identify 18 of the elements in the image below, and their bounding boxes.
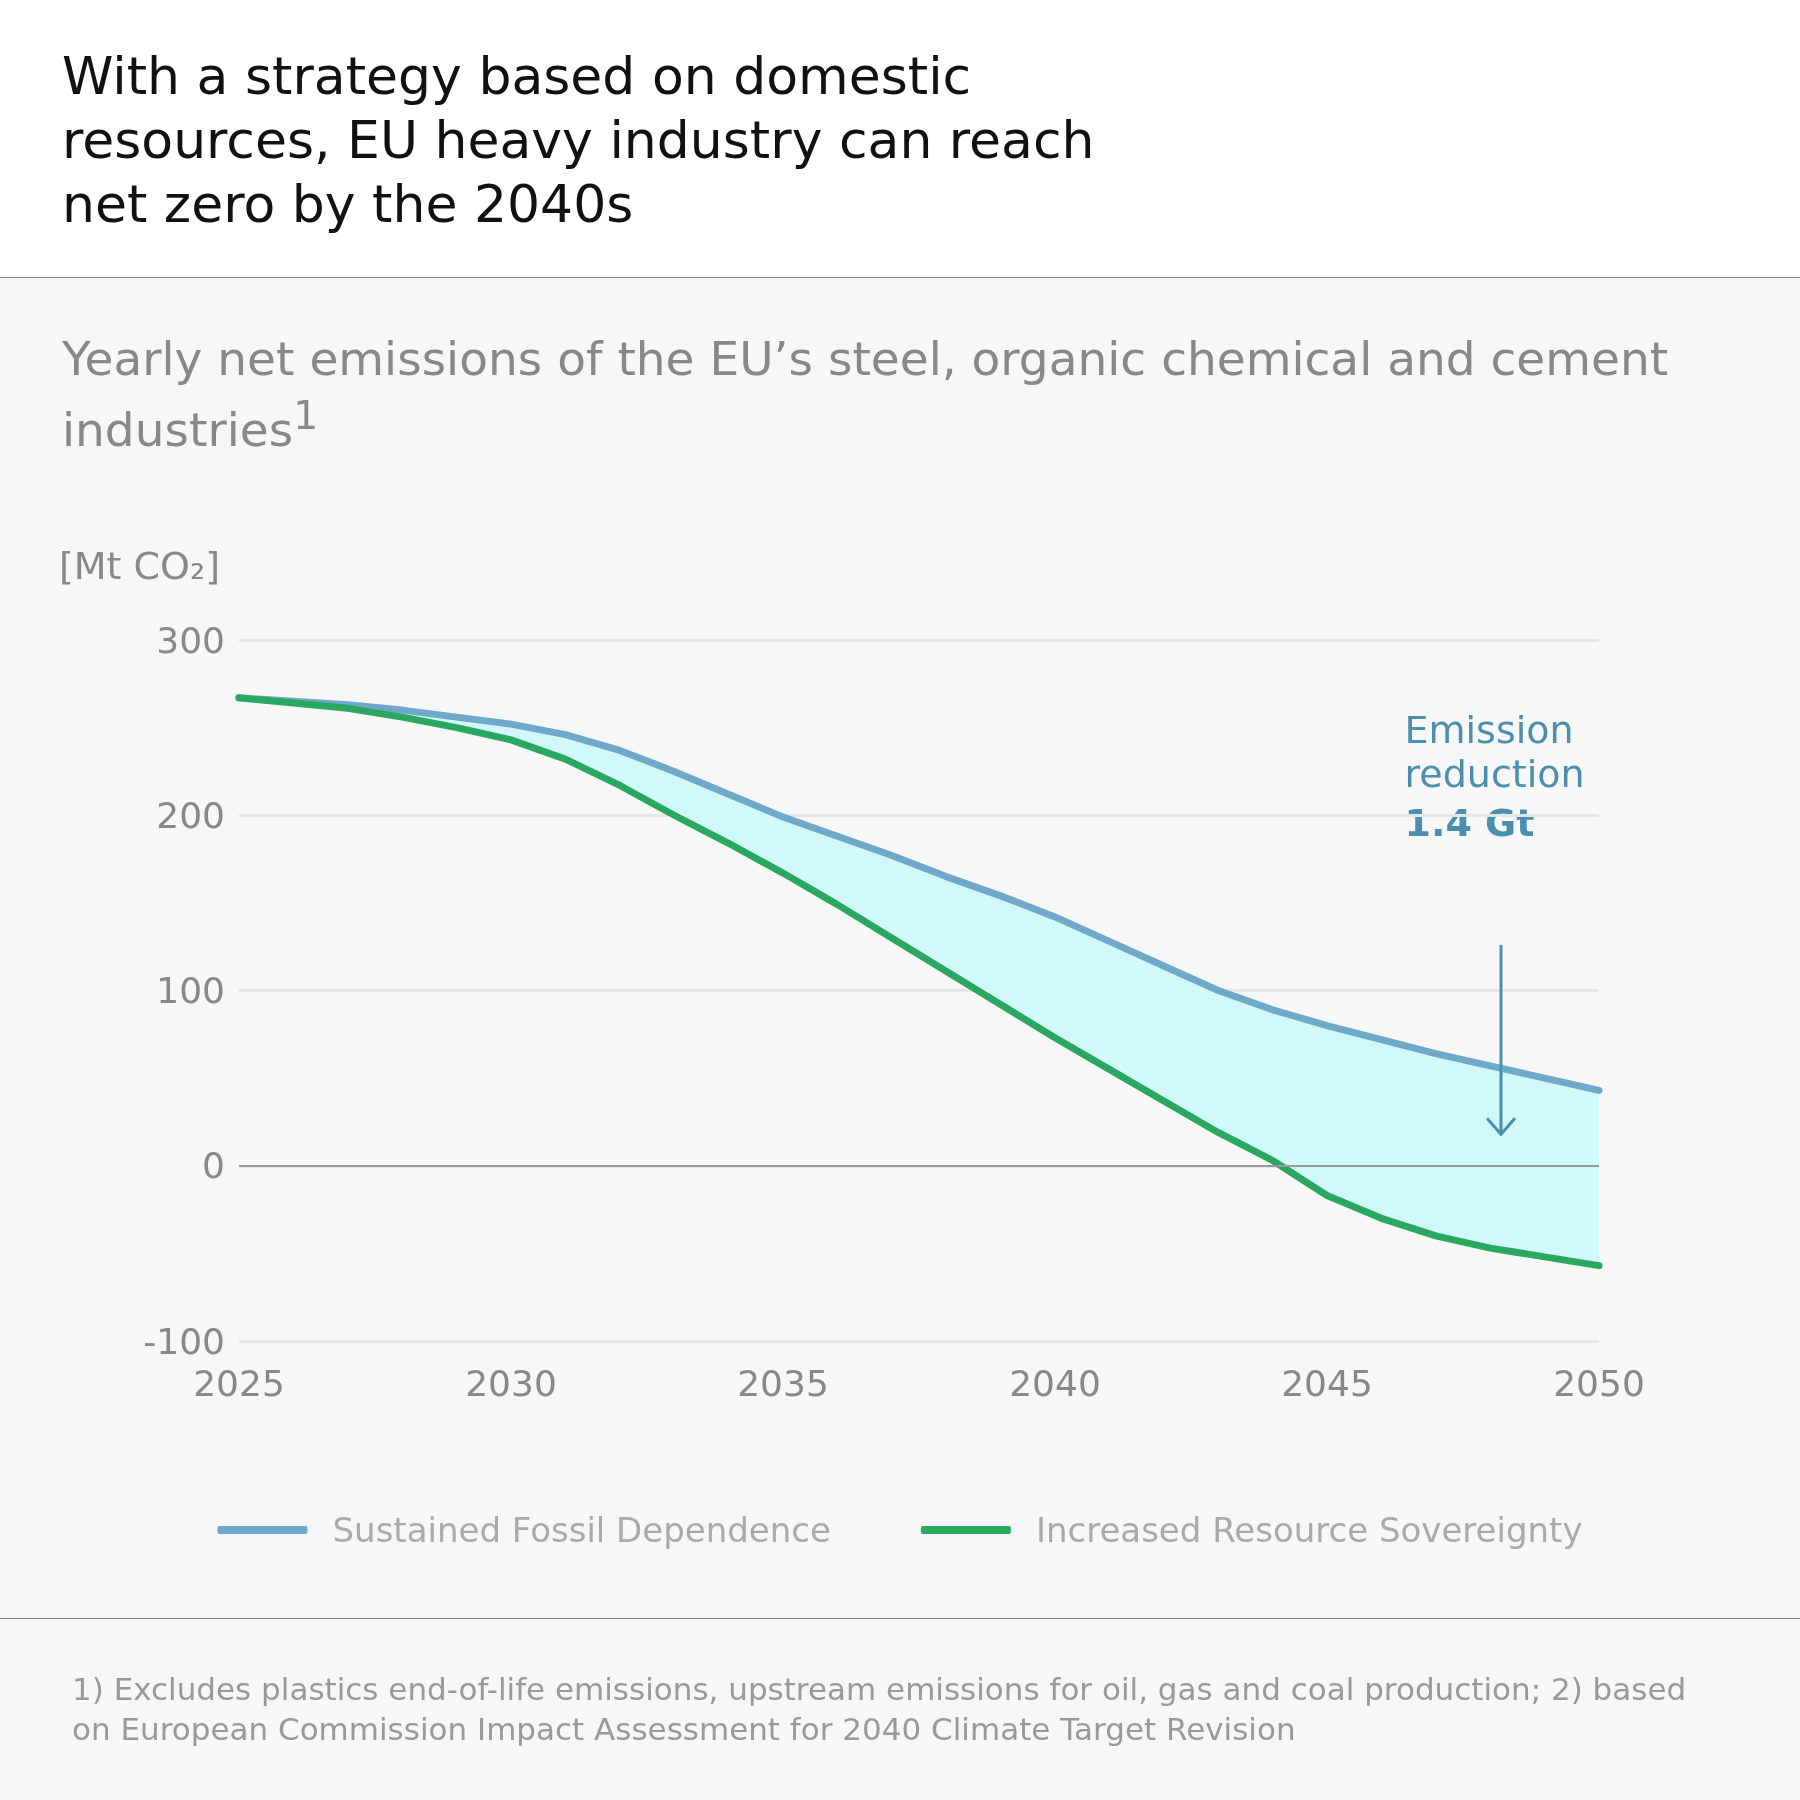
y-tick-label: -100 (143, 1320, 225, 1362)
y-axis-title: [Mt CO₂] (59, 543, 221, 588)
x-tick-label: 2025 (193, 1362, 285, 1404)
y-tick-label: 300 (156, 619, 225, 661)
annotation: Emission reduction (1404, 707, 1586, 796)
x-tick-label: 2040 (1009, 1362, 1101, 1404)
x-tick-label: 2035 (737, 1362, 829, 1404)
text: 1) Excludes plastics end-of-life emissions, upstream emissions for oil, gas and coal production; 2) based on European Commission Impact Assessment for 2040 Climate Target Revision (72, 1669, 1688, 1749)
x-tick-label: 2050 (1553, 1362, 1645, 1404)
y-tick-label: 0 (202, 1144, 225, 1186)
x-tick-label: 2030 (465, 1362, 557, 1404)
chart-title: With a strategy based on domestic resources, EU heavy industry can reach net zero by the 2040s (62, 45, 1096, 236)
y-tick-label: 200 (156, 794, 225, 836)
y-tick-label: 100 (156, 969, 225, 1011)
x-tick-label: 2045 (1281, 1362, 1373, 1404)
legend-label: Increased Resource Sovereignty (1035, 1509, 1583, 1550)
chart-subtitle: Yearly net emissions of the EU’s steel, organic chemical and cement industries$^{1}$ (61, 330, 1670, 458)
legend-label: Sustained Fossil Dependence (332, 1509, 831, 1550)
